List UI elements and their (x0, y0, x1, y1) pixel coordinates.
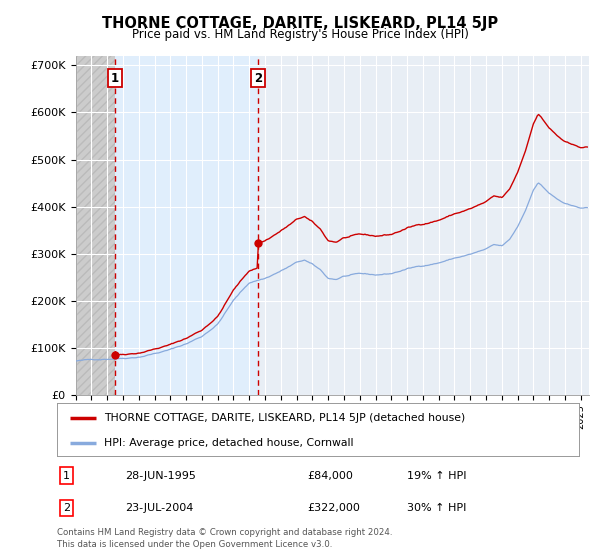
Text: 2: 2 (254, 72, 262, 85)
Text: 23-JUL-2004: 23-JUL-2004 (125, 503, 193, 513)
Text: 1: 1 (63, 471, 70, 480)
Bar (76, 56, 115, 395)
Text: 2: 2 (63, 503, 70, 513)
Text: £322,000: £322,000 (308, 503, 361, 513)
Bar (115, 56, 258, 395)
Text: £84,000: £84,000 (308, 471, 353, 480)
Text: 30% ↑ HPI: 30% ↑ HPI (407, 503, 466, 513)
Text: HPI: Average price, detached house, Cornwall: HPI: Average price, detached house, Corn… (104, 438, 353, 448)
Text: Price paid vs. HM Land Registry's House Price Index (HPI): Price paid vs. HM Land Registry's House … (131, 28, 469, 41)
Text: 19% ↑ HPI: 19% ↑ HPI (407, 471, 466, 480)
Text: THORNE COTTAGE, DARITE, LISKEARD, PL14 5JP (detached house): THORNE COTTAGE, DARITE, LISKEARD, PL14 5… (104, 413, 465, 423)
Text: THORNE COTTAGE, DARITE, LISKEARD, PL14 5JP: THORNE COTTAGE, DARITE, LISKEARD, PL14 5… (102, 16, 498, 31)
Text: Contains HM Land Registry data © Crown copyright and database right 2024.
This d: Contains HM Land Registry data © Crown c… (57, 528, 392, 549)
Text: 1: 1 (111, 72, 119, 85)
Text: 28-JUN-1995: 28-JUN-1995 (125, 471, 196, 480)
